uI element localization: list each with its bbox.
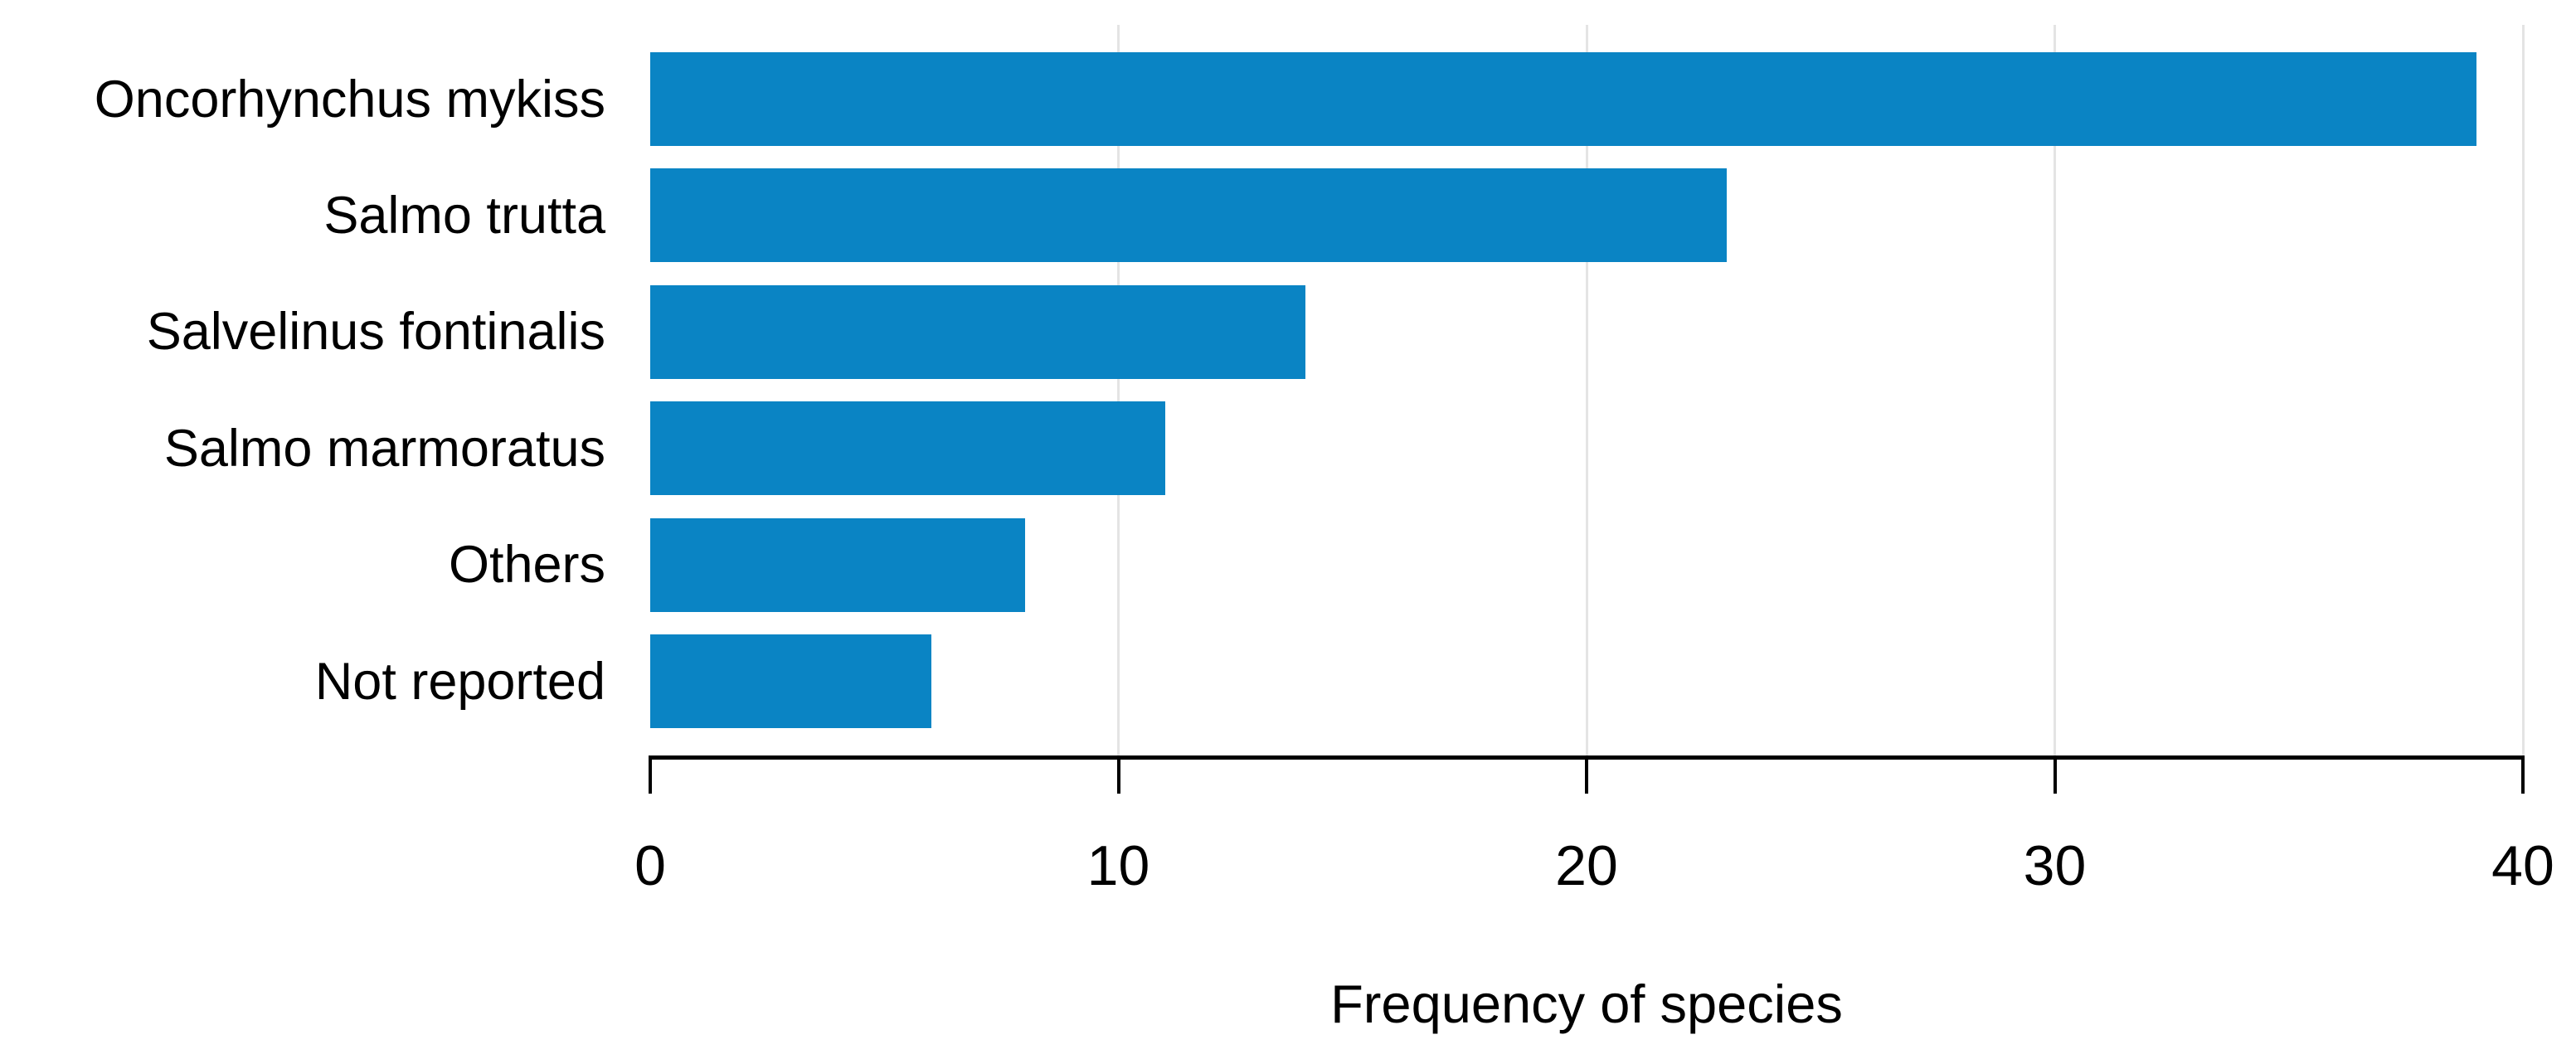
- y-axis-label: Oncorhynchus mykiss: [94, 70, 605, 129]
- y-axis-label: Not reported: [314, 652, 605, 711]
- bar: [650, 517, 1025, 612]
- bar: [650, 634, 931, 728]
- y-axis-label: Salvelinus fontinalis: [146, 303, 605, 362]
- y-axis-label: Salmo marmoratus: [163, 419, 605, 478]
- x-axis-tick: [2053, 757, 2057, 794]
- bar: [650, 52, 2476, 146]
- x-axis-tick-label: 10: [1086, 834, 1150, 897]
- x-axis-tick-label: 40: [2491, 834, 2554, 897]
- bar: [650, 284, 1306, 379]
- x-axis-tick: [2521, 757, 2525, 794]
- gridline: [2054, 25, 2056, 757]
- bar: [650, 168, 1728, 263]
- x-axis-tick-label: 0: [634, 834, 666, 897]
- x-axis-title: Frequency of species: [1330, 974, 1843, 1034]
- x-axis-tick: [1585, 757, 1588, 794]
- y-axis-label: Salmo trutta: [323, 186, 605, 245]
- x-axis-tick: [649, 757, 652, 794]
- x-axis-tick-label: 30: [2023, 834, 2087, 897]
- x-axis-tick: [1116, 757, 1120, 794]
- gridline: [1117, 25, 1120, 757]
- bar: [650, 401, 1165, 496]
- gridline: [2521, 25, 2525, 757]
- x-axis-tick-label: 20: [1555, 834, 1618, 897]
- gridline: [1585, 25, 1588, 757]
- y-axis-label: Others: [448, 536, 605, 595]
